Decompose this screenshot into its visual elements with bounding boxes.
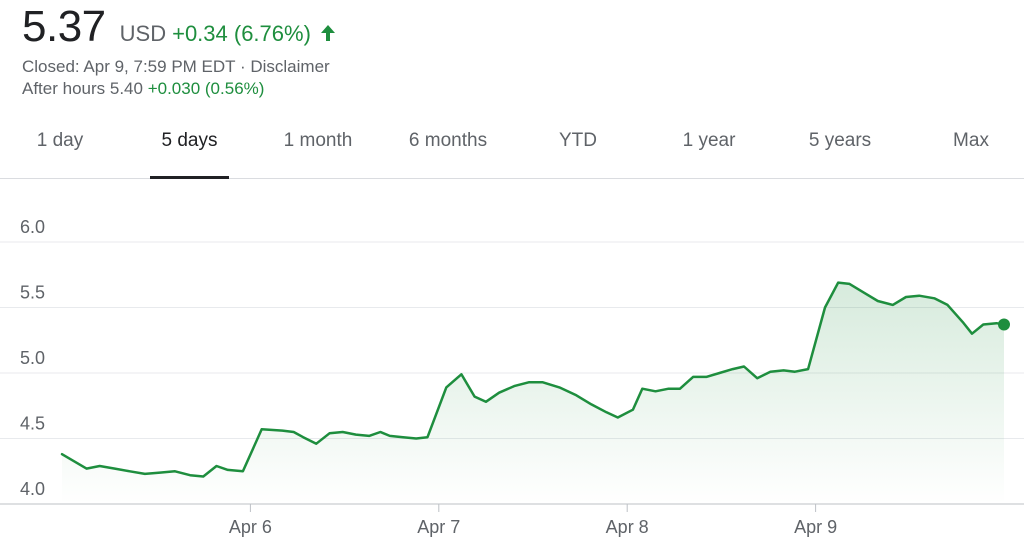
after-hours-line: After hours 5.40 +0.030 (0.56%) bbox=[22, 78, 337, 100]
price-area-fill bbox=[62, 282, 1004, 504]
x-tick-label: Apr 7 bbox=[417, 517, 460, 537]
x-tick-label: Apr 8 bbox=[606, 517, 649, 537]
current-price: 5.37 bbox=[22, 2, 106, 51]
active-tab-indicator bbox=[150, 176, 229, 179]
arrow-up-icon bbox=[319, 24, 337, 42]
y-tick-label: 5.0 bbox=[20, 348, 45, 368]
market-status: Closed: Apr 9, 7:59 PM EDT · Disclaimer bbox=[22, 56, 337, 78]
price-chart: 4.0 4.5 5.0 5.5 6.0 Apr 6 Apr 7 Apr 8 Apr 9 bbox=[0, 217, 1024, 537]
tab-5-years[interactable]: 5 years bbox=[795, 110, 885, 178]
range-tabs: 1 day 5 days 1 month 6 months YTD 1 year… bbox=[0, 110, 1024, 179]
tab-1-year[interactable]: 1 year bbox=[666, 110, 752, 178]
after-hours-price: After hours 5.40 bbox=[22, 79, 143, 98]
tab-label: Max bbox=[953, 130, 989, 151]
after-hours-change: +0.030 (0.56%) bbox=[147, 79, 265, 98]
tab-ytd[interactable]: YTD bbox=[540, 110, 616, 178]
tab-label: 5 days bbox=[161, 130, 218, 151]
tab-5-days[interactable]: 5 days bbox=[150, 110, 229, 179]
y-tick-label: 4.0 bbox=[20, 479, 45, 499]
price-change: +0.34 (6.76%) bbox=[172, 21, 311, 46]
price-line: 5.37 USD +0.34 (6.76%) bbox=[22, 2, 337, 52]
tab-label: 5 years bbox=[808, 130, 872, 151]
currency-code: USD bbox=[119, 21, 167, 46]
closed-time: Closed: Apr 9, 7:59 PM EDT bbox=[22, 57, 236, 76]
tab-label: 1 year bbox=[682, 130, 736, 151]
tab-1-month[interactable]: 1 month bbox=[268, 110, 368, 178]
disclaimer-link[interactable]: Disclaimer bbox=[250, 57, 330, 76]
tab-label: YTD bbox=[559, 130, 597, 151]
y-tick-label: 5.5 bbox=[20, 283, 45, 303]
y-tick-label: 6.0 bbox=[20, 217, 45, 237]
last-price-marker bbox=[998, 318, 1010, 331]
quote-header: 5.37 USD +0.34 (6.76%) Closed: Apr 9, 7:… bbox=[22, 2, 337, 100]
price-line bbox=[60, 281, 1006, 478]
x-tick-label: Apr 9 bbox=[794, 517, 837, 537]
tab-6-months[interactable]: 6 months bbox=[395, 110, 501, 178]
tab-max[interactable]: Max bbox=[940, 110, 1002, 178]
tab-label: 1 month bbox=[283, 130, 353, 151]
x-tick-label: Apr 6 bbox=[229, 517, 272, 537]
tab-label: 1 day bbox=[36, 130, 84, 151]
separator: · bbox=[235, 57, 251, 76]
y-tick-label: 4.5 bbox=[20, 414, 45, 434]
tab-label: 6 months bbox=[408, 130, 488, 151]
tab-1-day[interactable]: 1 day bbox=[20, 110, 100, 178]
